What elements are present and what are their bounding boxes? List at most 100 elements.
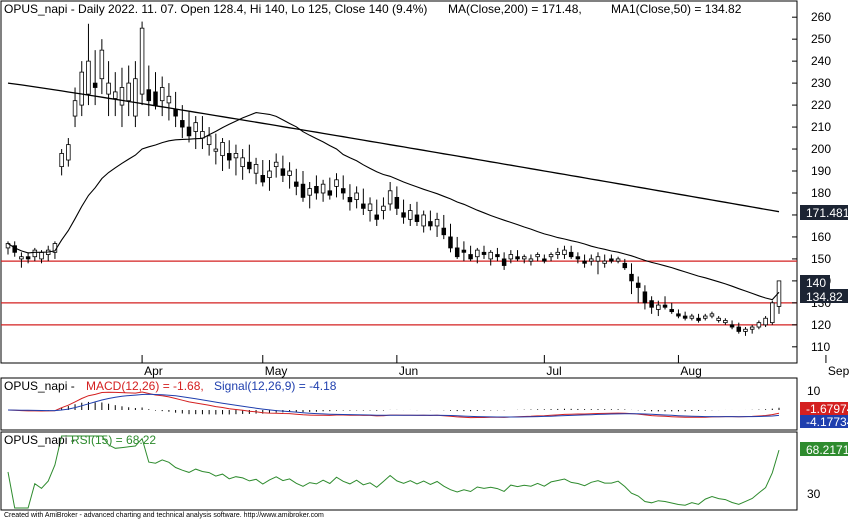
candle	[542, 254, 547, 264]
candle	[66, 138, 71, 167]
rsi-line	[7, 435, 780, 509]
candle	[153, 72, 158, 110]
month-label: Sep	[828, 364, 850, 378]
signal-legend: Signal(12,26,9) = -4.18	[214, 379, 337, 393]
candle	[723, 318, 728, 325]
candle	[528, 254, 534, 266]
candle	[703, 313, 708, 321]
candle	[629, 263, 634, 295]
candle	[347, 184, 353, 211]
candle	[716, 316, 721, 323]
candle	[25, 252, 31, 264]
price-tick-label: 220	[811, 98, 831, 112]
rsi-panel-title: OPUS_napi -	[4, 433, 75, 447]
price-tick-label: 210	[811, 120, 831, 134]
candle	[454, 236, 460, 259]
candle	[635, 276, 641, 303]
candle	[253, 157, 259, 185]
price-tick-label: 150	[811, 252, 831, 266]
candle	[562, 245, 567, 259]
candle	[166, 83, 172, 121]
candle	[106, 61, 111, 117]
candle	[770, 300, 775, 325]
month-label: May	[265, 364, 288, 378]
candle	[294, 168, 299, 196]
candle	[689, 313, 695, 321]
candle	[381, 197, 386, 220]
price-tick-label: 240	[811, 54, 831, 68]
candle	[441, 214, 447, 240]
candle	[220, 138, 225, 172]
candle	[79, 61, 84, 117]
candle	[662, 296, 668, 310]
candle	[300, 171, 306, 202]
candle	[729, 320, 735, 330]
candle	[682, 311, 688, 321]
candle	[314, 175, 319, 200]
candle	[548, 252, 554, 262]
candle	[743, 327, 748, 336]
candle	[669, 302, 674, 314]
price-tick-label: 200	[811, 142, 831, 156]
candle	[408, 203, 413, 226]
price-tick-label: 230	[811, 76, 831, 90]
ma200-value-badge: 171.481	[806, 206, 850, 220]
candle	[394, 186, 400, 215]
candle	[133, 61, 138, 128]
candle	[763, 316, 768, 328]
candle	[461, 241, 467, 262]
candle	[260, 160, 266, 187]
macd-value-badge: -1.67974	[806, 402, 850, 416]
macd-panel-title: OPUS_napi -	[4, 379, 75, 393]
candle	[206, 127, 212, 156]
candle	[367, 197, 373, 222]
close-value-badge: 140	[806, 276, 826, 290]
price-panel: 1101201301401501601701801902002102202302…	[0, 0, 850, 378]
candle	[72, 87, 78, 128]
footer-credit: Created with AmiBroker - advanced charti…	[4, 512, 324, 519]
month-label: Jun	[399, 364, 418, 378]
candle	[361, 188, 366, 215]
candle	[709, 311, 715, 319]
candle	[119, 67, 125, 128]
candle	[642, 285, 648, 310]
candle	[589, 254, 594, 266]
candle	[267, 160, 272, 191]
candle	[327, 177, 333, 200]
candle	[340, 175, 346, 200]
candle	[521, 254, 527, 264]
candle	[736, 322, 742, 334]
candle	[139, 21, 145, 106]
candle	[582, 254, 587, 268]
month-label: Aug	[680, 364, 701, 378]
candle	[481, 245, 487, 259]
price-tick-label: 110	[811, 340, 830, 354]
candle	[501, 252, 507, 270]
candle	[676, 309, 681, 319]
price-tick-label: 160	[811, 230, 831, 244]
candle	[233, 144, 239, 176]
candle	[622, 258, 628, 270]
rsi-tick-label: 30	[807, 487, 821, 501]
candle	[240, 149, 245, 180]
candle	[19, 252, 24, 268]
candle	[226, 140, 232, 169]
candle	[320, 179, 326, 202]
candle	[126, 65, 131, 117]
candle	[273, 153, 279, 178]
rsi-panel: OPUS_napi - RSI(15) = 68.22 30 68.2171	[0, 431, 850, 511]
signal-line	[7, 393, 780, 418]
candle	[307, 182, 312, 209]
candle	[421, 210, 426, 233]
candle	[354, 186, 359, 209]
candle	[696, 313, 701, 323]
candle	[609, 254, 614, 264]
candle	[488, 250, 493, 266]
month-label: Jul	[546, 364, 561, 378]
price-tick-label: 260	[811, 10, 831, 24]
candle	[146, 65, 152, 117]
candle	[428, 210, 433, 231]
price-tick-label: 180	[811, 186, 831, 200]
